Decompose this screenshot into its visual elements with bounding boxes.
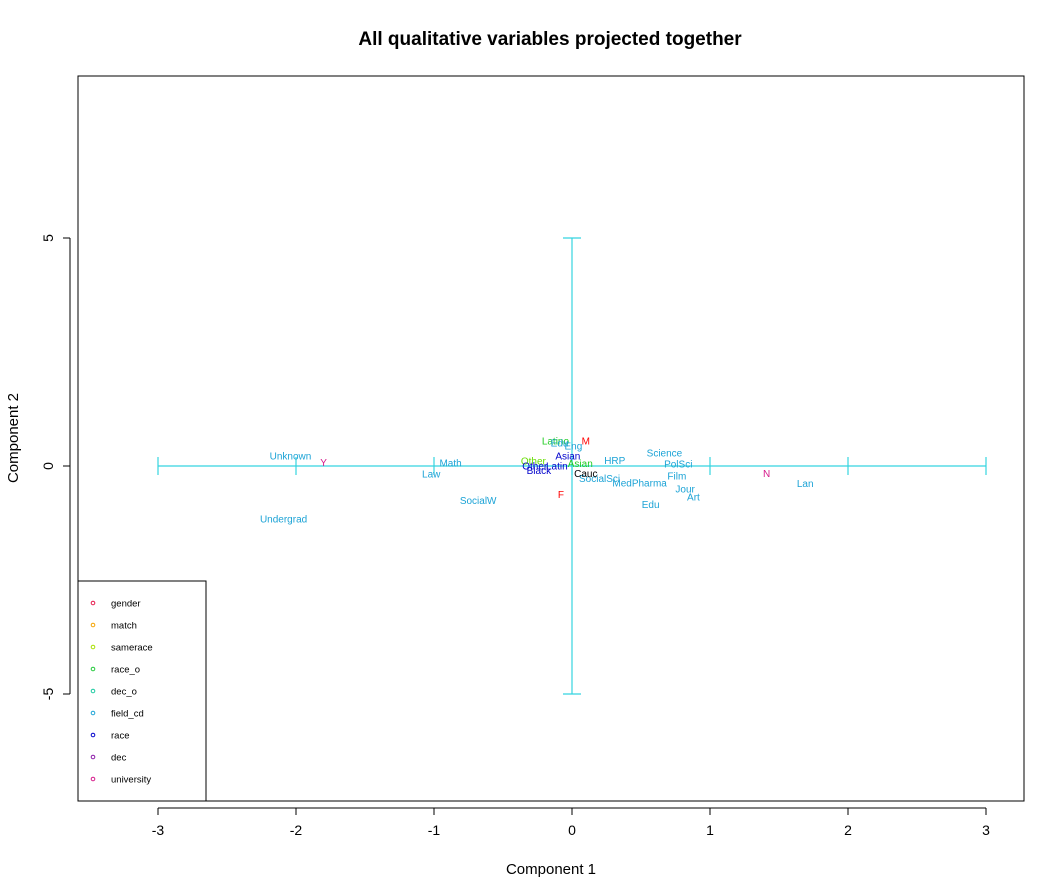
point-label: Jour bbox=[675, 484, 695, 495]
point-label: Edu bbox=[551, 439, 569, 450]
legend-marker bbox=[90, 754, 96, 760]
point-label: M bbox=[582, 436, 590, 447]
x-axis: -3 -2 -1 0 1 2 3 bbox=[152, 807, 990, 838]
y-tick-label: -5 bbox=[40, 688, 56, 701]
point-label: Latin bbox=[546, 462, 568, 473]
point-label: Other bbox=[521, 456, 547, 467]
point-label: SocialW bbox=[460, 496, 497, 507]
point-label: Law bbox=[422, 470, 441, 481]
x-axis-label: Component 1 bbox=[506, 861, 596, 878]
point-label: Math bbox=[439, 458, 461, 469]
x-tick-label: 0 bbox=[568, 822, 576, 838]
point-label: Lan bbox=[797, 479, 814, 490]
legend-entry: race_o bbox=[111, 665, 140, 676]
legend-marker bbox=[90, 776, 96, 782]
legend-entry: match bbox=[111, 621, 137, 632]
point-label: Film bbox=[667, 472, 686, 483]
legend-entry: gender bbox=[111, 599, 141, 610]
legend-marker bbox=[90, 732, 96, 738]
point-label: MedPharma bbox=[612, 478, 667, 489]
point-label: Other bbox=[522, 462, 548, 473]
y-tick-label: 0 bbox=[40, 462, 56, 470]
point-label: Black bbox=[527, 466, 552, 477]
crosshair bbox=[157, 237, 987, 695]
x-tick-label: -3 bbox=[152, 822, 165, 838]
x-tick-label: -1 bbox=[428, 822, 441, 838]
point-label: SocialSci bbox=[579, 474, 620, 485]
legend-entry: race bbox=[111, 731, 129, 742]
x-tick-label: 3 bbox=[982, 822, 990, 838]
legend-entry: field_cd bbox=[111, 709, 144, 720]
point-label: Undergrad bbox=[260, 514, 307, 525]
y-axis: -5 0 5 bbox=[40, 234, 71, 701]
legend-marker bbox=[90, 600, 96, 606]
x-tick-label: 2 bbox=[844, 822, 852, 838]
legend-box bbox=[77, 580, 207, 802]
y-axis-label: Component 2 bbox=[5, 393, 22, 483]
point-label: Cauc bbox=[574, 469, 597, 480]
point-label: Asian bbox=[568, 459, 593, 470]
x-tick-label: 1 bbox=[706, 822, 714, 838]
legend-entry: university bbox=[111, 775, 151, 786]
legend: gender match samerace race_o dec_o field_cdra… bbox=[77, 580, 207, 802]
point-label: F bbox=[558, 490, 564, 501]
point-label: N bbox=[763, 469, 770, 480]
y-tick-label: 5 bbox=[40, 234, 56, 242]
point-label: Y bbox=[320, 458, 327, 469]
legend-marker bbox=[90, 688, 96, 694]
point-label: Edu bbox=[642, 500, 660, 511]
point-label: HRP bbox=[604, 456, 625, 467]
point-label: Asian bbox=[555, 451, 580, 462]
legend-entry: dec_o bbox=[111, 687, 137, 698]
x-tick-label: -2 bbox=[290, 822, 303, 838]
legend-marker bbox=[90, 644, 96, 650]
legend-marker bbox=[90, 710, 96, 716]
legend-entry: samerace bbox=[111, 643, 153, 654]
legend-marker bbox=[90, 666, 96, 672]
chart-title: All qualitative variables projected toge… bbox=[358, 29, 742, 50]
point-label: PolSci bbox=[664, 460, 692, 471]
points-layer: MFOtherLatinoAsianEduEngUnknownMathLawSo… bbox=[260, 436, 814, 525]
point-label: Eng bbox=[564, 441, 582, 452]
point-label: Unknown bbox=[270, 451, 312, 462]
point-label: Latino bbox=[542, 436, 570, 447]
plot-area-frame bbox=[77, 75, 1025, 802]
legend-entry: dec bbox=[111, 753, 127, 764]
point-label: Art bbox=[687, 493, 700, 504]
point-label: Science bbox=[647, 449, 683, 460]
legend-marker bbox=[90, 622, 96, 628]
